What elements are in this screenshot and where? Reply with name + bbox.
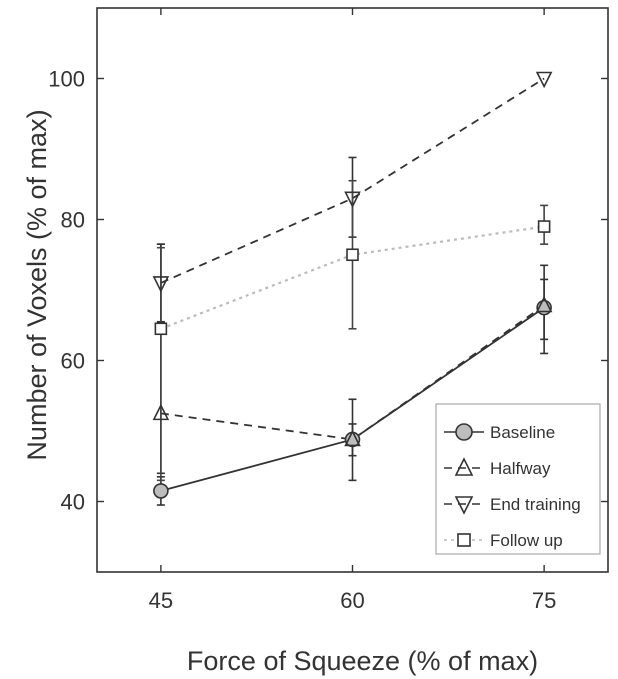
legend-label-baseline: Baseline <box>490 423 555 442</box>
marker-end-training <box>344 191 361 209</box>
legend-label-follow-up: Follow up <box>490 531 563 550</box>
error-bars <box>156 156 549 506</box>
marker-halfway <box>535 295 553 313</box>
legend-marker-halfway <box>454 457 474 476</box>
marker-follow-up <box>154 322 168 336</box>
axis-ticks: 45 60 75 40 60 80 100 <box>48 8 608 613</box>
y-axis-label: Number of Voxels (% of max) <box>22 109 52 460</box>
marker-halfway <box>344 429 361 447</box>
legend-label-end-training: End training <box>490 495 581 514</box>
y-tick-label: 100 <box>48 67 85 92</box>
marker-follow-up <box>346 248 359 262</box>
legend-label-halfway: Halfway <box>490 459 551 478</box>
marker-baseline <box>344 431 361 448</box>
x-tick-label: 60 <box>340 588 364 613</box>
data-markers <box>152 71 553 499</box>
marker-baseline <box>153 483 169 499</box>
legend: Baseline Halfway End training Follow up <box>435 403 601 555</box>
y-tick-label: 60 <box>61 349 85 374</box>
x-tick-label: 75 <box>532 588 556 613</box>
marker-halfway <box>152 403 170 421</box>
marker-end-training <box>152 276 170 293</box>
marker-end-training <box>535 71 553 89</box>
legend-marker-end-training <box>454 496 474 515</box>
y-tick-label: 40 <box>61 490 85 515</box>
legend-marker-follow-up <box>457 533 471 547</box>
marker-follow-up <box>537 220 551 233</box>
y-tick-label: 80 <box>61 208 85 233</box>
legend-marker-baseline <box>455 423 473 441</box>
x-axis-label: Force of Squeeze (% of max) <box>187 646 538 676</box>
x-tick-label: 45 <box>149 588 173 613</box>
